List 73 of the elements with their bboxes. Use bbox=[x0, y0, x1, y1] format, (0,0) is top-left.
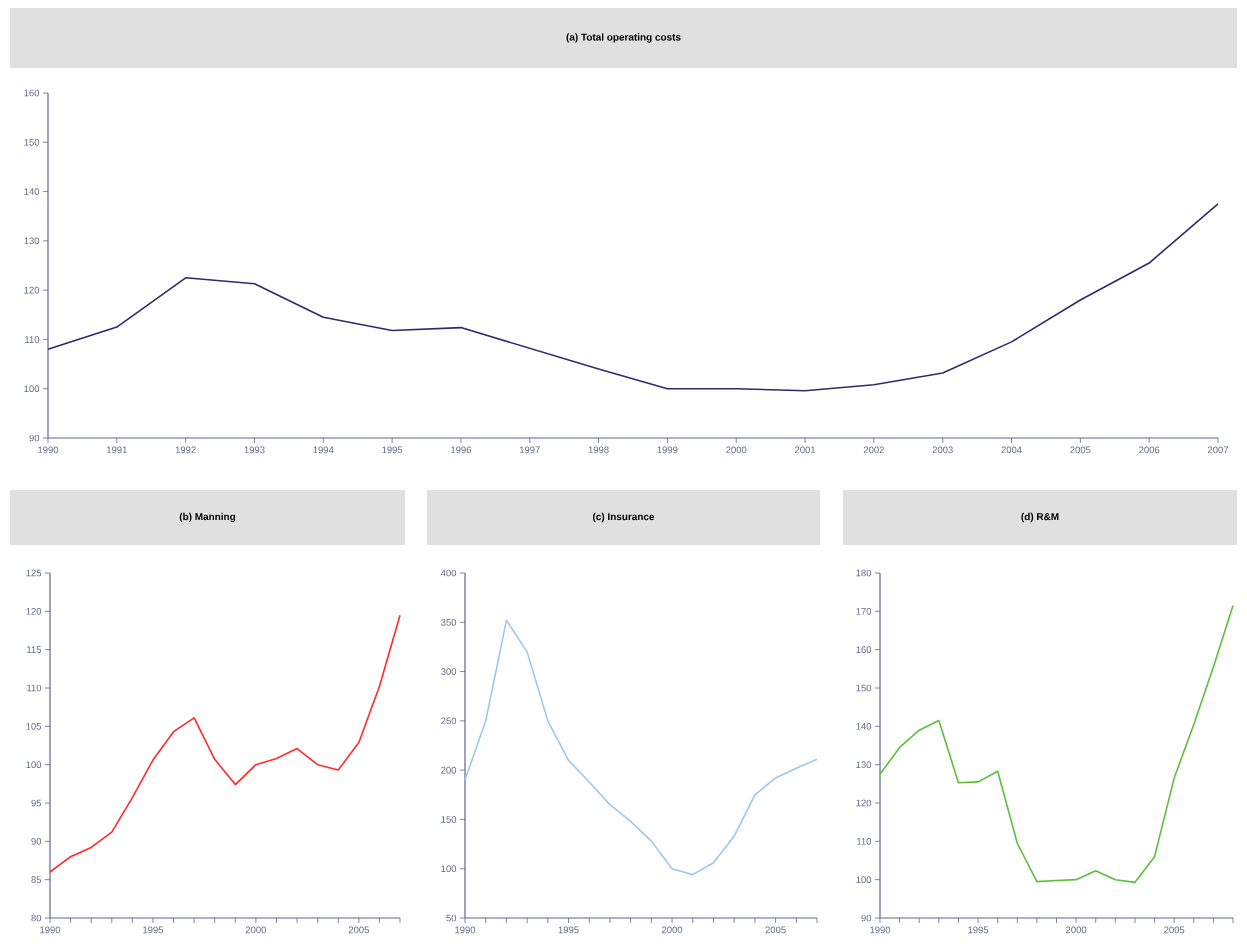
y-tick-label: 90 bbox=[31, 837, 42, 845]
x-tick-label: 2000 bbox=[726, 446, 747, 454]
y-tick-label: 350 bbox=[441, 618, 457, 626]
x-tick-label: 2000 bbox=[662, 926, 683, 934]
x-tick-label: 2003 bbox=[932, 446, 953, 454]
x-tick-label: 2001 bbox=[795, 446, 816, 454]
chart-title: (b) Manning bbox=[179, 512, 236, 523]
y-tick-label: 125 bbox=[26, 569, 42, 577]
y-tick-label: 100 bbox=[24, 385, 40, 393]
x-tick-label: 1997 bbox=[519, 446, 540, 454]
y-tick-label: 100 bbox=[26, 761, 42, 769]
y-tick-label: 110 bbox=[857, 837, 872, 845]
x-tick-label: 1995 bbox=[968, 926, 989, 934]
chart-title: (d) R&M bbox=[1021, 512, 1059, 523]
x-tick-label: 1992 bbox=[175, 446, 196, 454]
y-tick-label: 150 bbox=[24, 138, 40, 146]
chart-title: (a) Total operating costs bbox=[566, 33, 681, 43]
y-tick-label: 105 bbox=[26, 722, 42, 730]
x-tick-label: 1998 bbox=[588, 446, 609, 454]
x-tick-label: 1990 bbox=[38, 446, 59, 454]
y-tick-label: 110 bbox=[25, 336, 40, 343]
x-tick-label: 1991 bbox=[107, 446, 127, 454]
y-tick-label: 110 bbox=[27, 684, 42, 692]
line-series bbox=[49, 614, 401, 873]
x-tick-label: 1993 bbox=[244, 446, 265, 454]
y-tick-label: 250 bbox=[441, 717, 457, 725]
y-tick-label: 160 bbox=[24, 89, 40, 97]
y-tick-label: 140 bbox=[24, 188, 40, 195]
line-series bbox=[464, 619, 818, 876]
x-tick-label: 1990 bbox=[40, 926, 61, 934]
x-tick-label: 2005 bbox=[1164, 926, 1185, 934]
x-tick-label: 2005 bbox=[765, 926, 786, 934]
y-tick-label: 120 bbox=[856, 799, 872, 807]
line-series bbox=[879, 604, 1234, 884]
y-tick-label: 120 bbox=[24, 286, 40, 294]
y-tick-label: 90 bbox=[29, 434, 40, 442]
y-tick-label: 130 bbox=[24, 237, 40, 245]
y-tick-label: 140 bbox=[856, 722, 872, 730]
x-tick-label: 1995 bbox=[558, 926, 579, 934]
x-tick-label: 1995 bbox=[143, 926, 164, 934]
x-tick-label: 1990 bbox=[870, 926, 891, 934]
chart-title: (c) Insurance bbox=[593, 512, 655, 523]
x-tick-label: 2007 bbox=[1207, 446, 1229, 454]
y-tick-label: 170 bbox=[856, 607, 872, 615]
y-tick-label: 90 bbox=[861, 914, 872, 922]
y-tick-label: 150 bbox=[856, 684, 872, 692]
y-tick-label: 180 bbox=[856, 569, 872, 577]
y-tick-label: 200 bbox=[441, 766, 457, 774]
x-tick-label: 1996 bbox=[451, 446, 472, 454]
y-tick-label: 100 bbox=[856, 876, 872, 884]
y-tick-label: 130 bbox=[856, 761, 872, 769]
y-tick-label: 80 bbox=[31, 914, 42, 922]
y-tick-label: 115 bbox=[27, 646, 42, 653]
y-tick-label: 300 bbox=[441, 668, 457, 675]
y-tick-label: 120 bbox=[26, 607, 42, 615]
y-tick-label: 100 bbox=[441, 865, 457, 873]
x-tick-label: 2004 bbox=[1001, 446, 1022, 454]
x-tick-label: 1990 bbox=[455, 926, 476, 934]
x-tick-label: 2006 bbox=[1139, 446, 1160, 454]
x-tick-label: 2000 bbox=[245, 926, 267, 934]
x-tick-label: 2005 bbox=[1070, 446, 1091, 454]
y-tick-label: 50 bbox=[446, 914, 457, 922]
x-tick-label: 1999 bbox=[657, 446, 678, 454]
y-tick-label: 95 bbox=[31, 799, 42, 807]
y-tick-label: 85 bbox=[31, 876, 42, 884]
x-tick-label: 2005 bbox=[348, 926, 369, 934]
y-tick-label: 400 bbox=[440, 569, 457, 577]
x-tick-label: 2000 bbox=[1066, 926, 1087, 934]
x-tick-label: 1994 bbox=[313, 446, 334, 454]
x-tick-label: 1995 bbox=[382, 446, 403, 454]
x-tick-label: 2002 bbox=[863, 446, 884, 454]
y-tick-label: 160 bbox=[856, 646, 872, 654]
y-tick-label: 150 bbox=[441, 816, 457, 823]
